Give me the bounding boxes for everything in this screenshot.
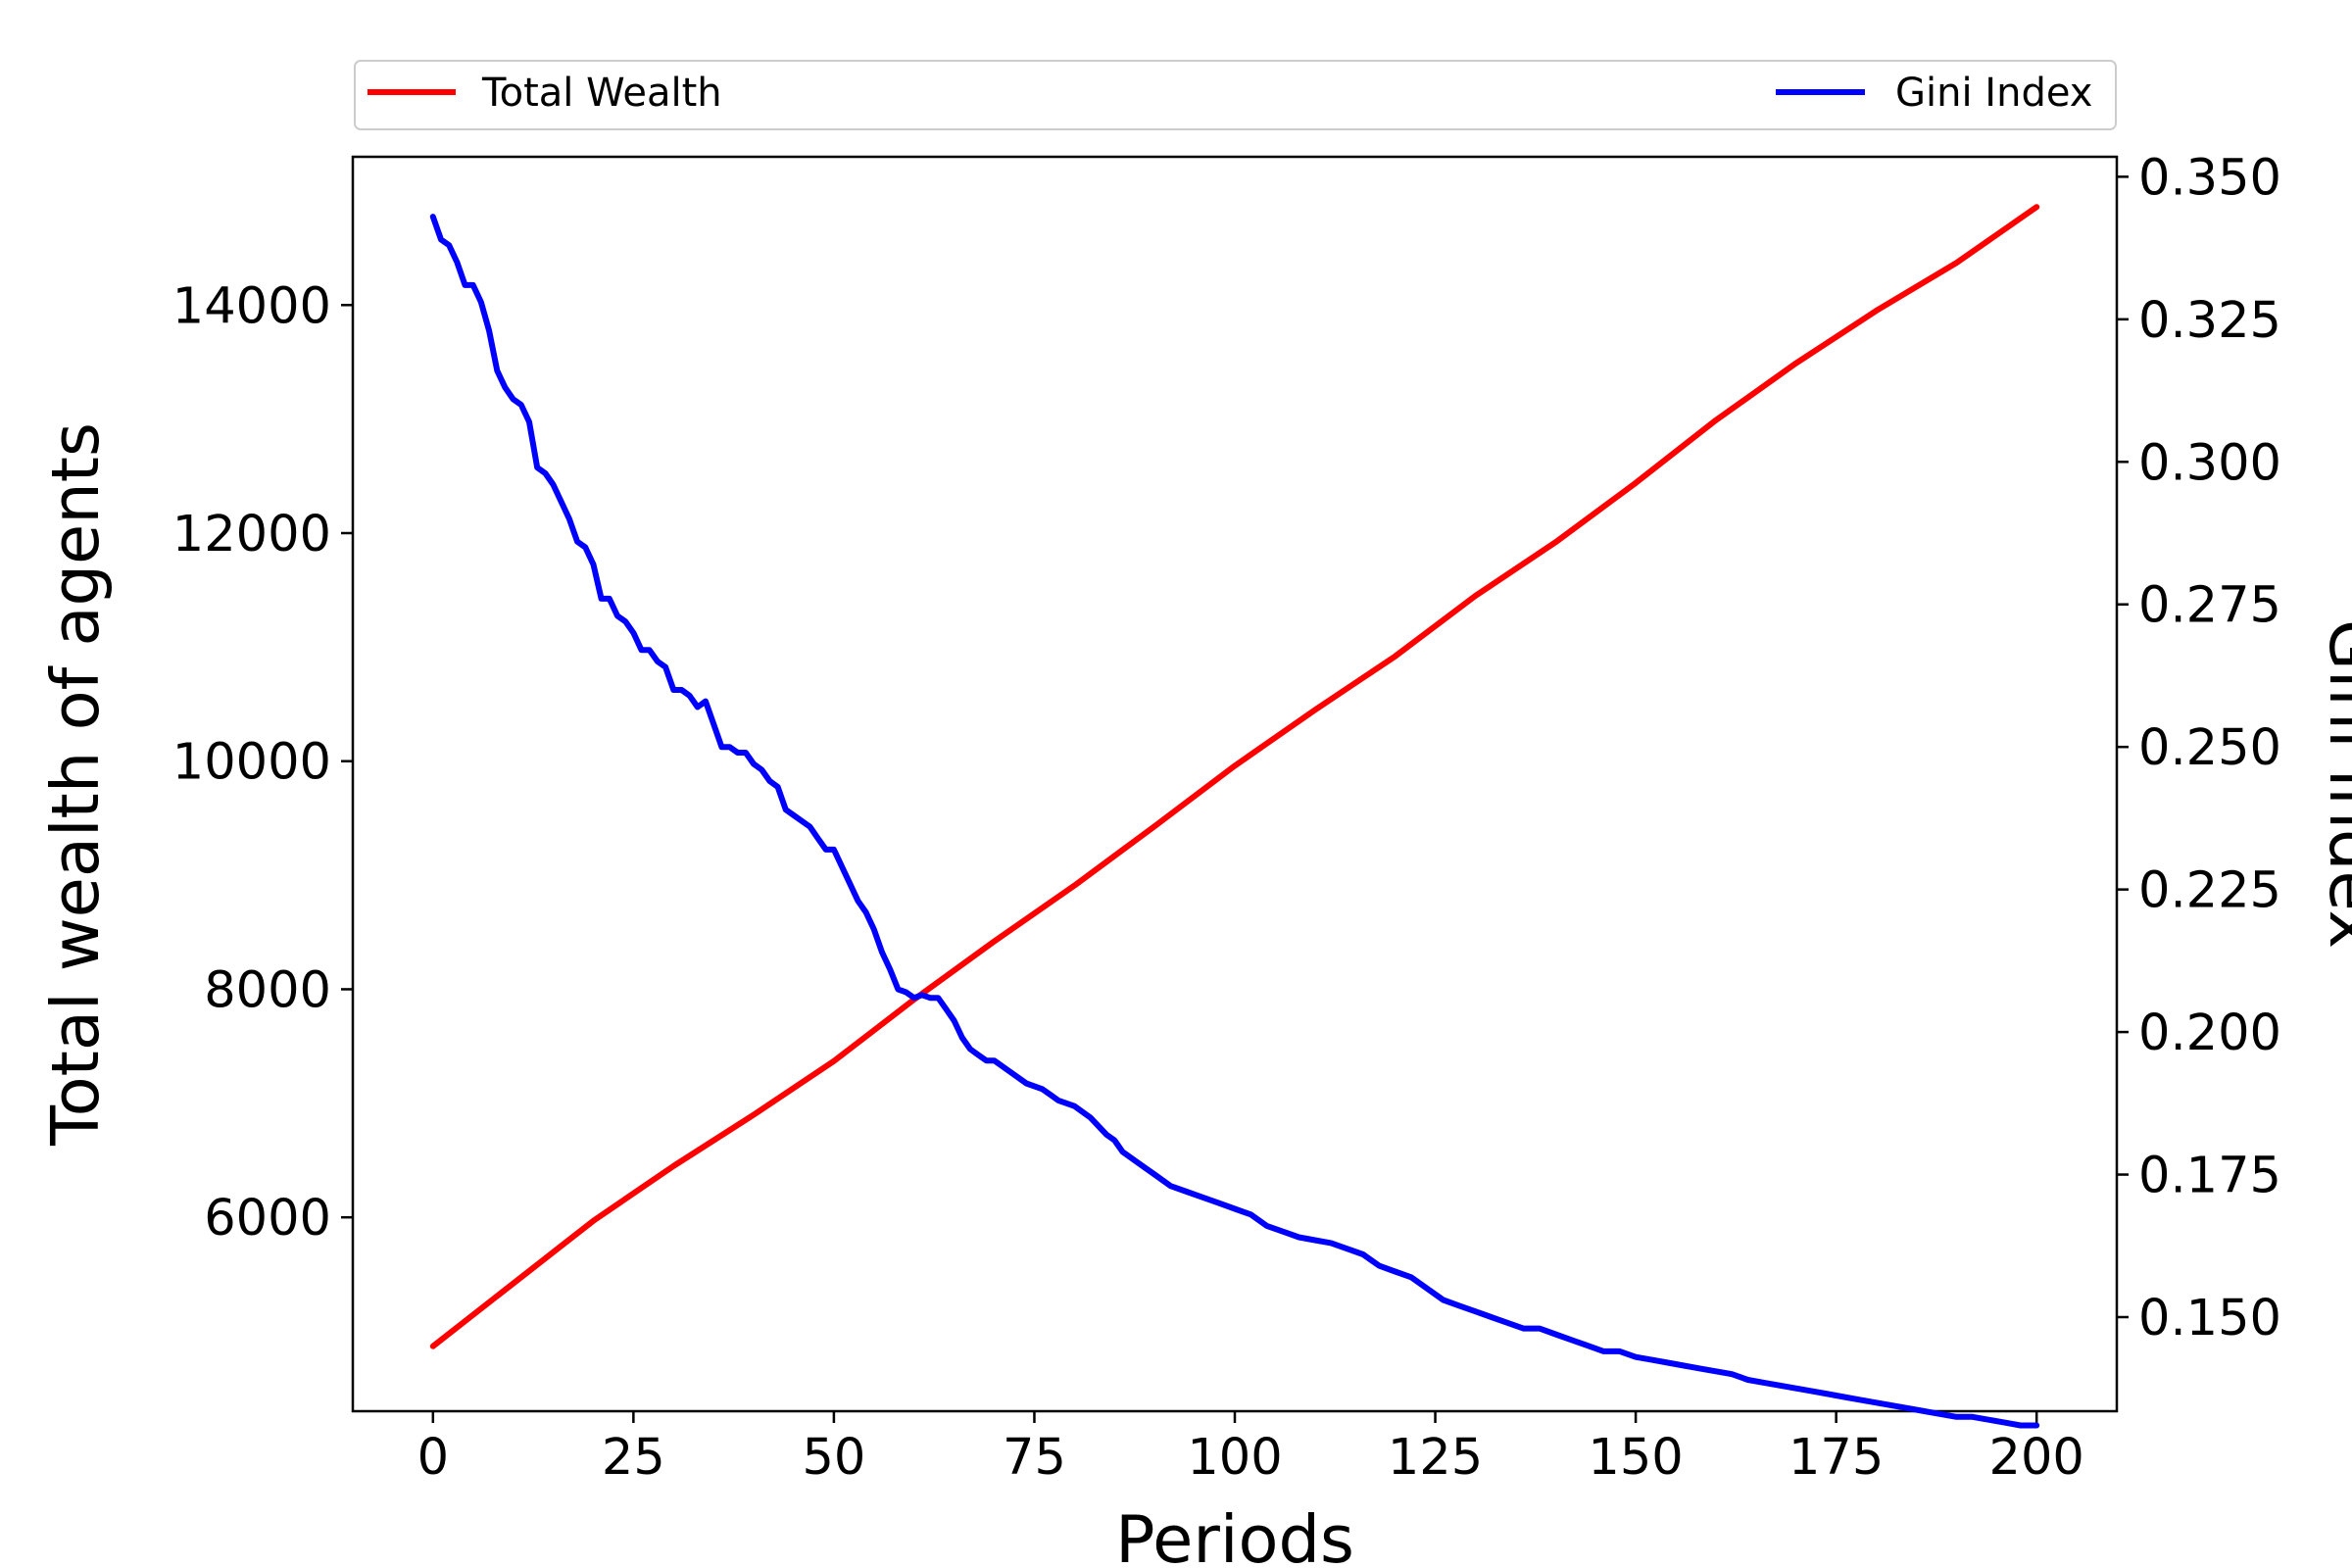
total-wealth-line [429,204,2040,1349]
series-lines [429,204,2040,1429]
gini-index-line [429,214,2040,1429]
right-y-tick-label: 0.325 [2138,292,2281,350]
left-y-tick-label: 12000 [172,506,331,564]
left-y-axis: 6000 8000 10000 12000 14000 [172,277,353,1248]
legend-label-total-wealth: Total Wealth [481,71,722,116]
x-tick-label: 75 [1003,1429,1066,1487]
x-tick-label: 25 [602,1429,665,1487]
x-axis: 0 25 50 75 100 125 150 175 200 [417,1411,2084,1487]
plot-frame [351,155,2119,1413]
right-y-axis: 0.150 0.175 0.200 0.225 0.250 0.275 0.300 0.325… [2117,149,2281,1348]
left-y-tick-label: 6000 [204,1190,331,1248]
x-tick-label: 200 [1989,1429,2084,1487]
left-y-tick-label: 8000 [204,961,331,1019]
left-y-tick-label: 14000 [172,277,331,335]
legend-label-gini-index: Gini Index [1895,71,2092,116]
right-y-tick-label: 0.250 [2138,719,2281,777]
right-y-tick-label: 0.200 [2138,1004,2281,1062]
x-tick-label: 50 [802,1429,865,1487]
right-y-tick-label: 0.300 [2138,434,2281,492]
legend: Total Wealth Gini Index [354,60,2117,130]
left-y-axis-title: Total wealth of agents [37,422,114,1147]
x-tick-label: 150 [1588,1429,1683,1487]
right-y-tick-label: 0.275 [2138,577,2281,635]
left-y-tick-label: 10000 [172,734,331,792]
x-tick-label: 175 [1788,1429,1884,1487]
legend-box [354,60,2117,130]
x-axis-title: Periods [1115,1501,1354,1568]
right-y-tick-label: 0.150 [2138,1290,2281,1348]
x-tick-label: 0 [417,1429,449,1487]
right-y-tick-label: 0.175 [2138,1148,2281,1205]
right-y-axis-title: Gini index [2315,619,2352,949]
right-y-tick-label: 0.350 [2138,149,2281,207]
x-tick-label: 100 [1187,1429,1282,1487]
x-tick-label: 125 [1388,1429,1483,1487]
right-y-tick-label: 0.225 [2138,862,2281,920]
